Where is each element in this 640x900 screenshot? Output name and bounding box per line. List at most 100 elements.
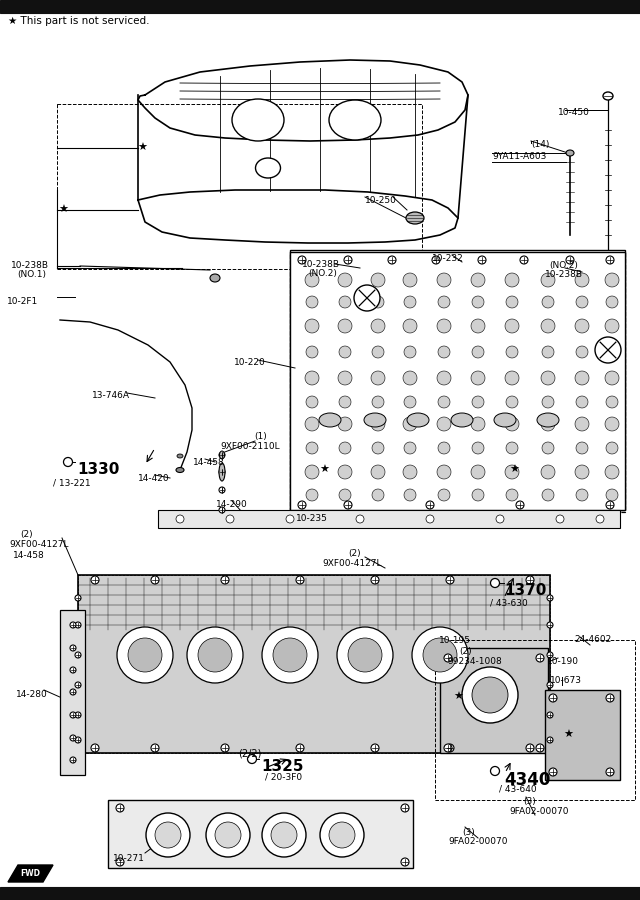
Text: (NO.1): (NO.1): [17, 270, 46, 279]
Circle shape: [320, 813, 364, 857]
Text: 9XF00-2110L: 9XF00-2110L: [220, 442, 280, 451]
Circle shape: [70, 757, 76, 763]
Circle shape: [151, 744, 159, 752]
Circle shape: [575, 417, 589, 431]
Circle shape: [329, 822, 355, 848]
Circle shape: [298, 501, 306, 509]
Ellipse shape: [220, 451, 225, 459]
Circle shape: [506, 346, 518, 358]
Circle shape: [541, 465, 555, 479]
Circle shape: [471, 371, 485, 385]
Circle shape: [70, 645, 76, 651]
Circle shape: [541, 319, 555, 333]
Ellipse shape: [177, 454, 183, 458]
Text: 10-235: 10-235: [296, 514, 328, 523]
Bar: [0, 0, 640, 13]
Circle shape: [478, 256, 486, 264]
Circle shape: [547, 712, 553, 718]
Circle shape: [70, 667, 76, 673]
Circle shape: [542, 489, 554, 501]
Circle shape: [446, 576, 454, 584]
Ellipse shape: [232, 99, 284, 141]
Circle shape: [371, 417, 385, 431]
Circle shape: [471, 319, 485, 333]
Circle shape: [298, 256, 306, 264]
Text: 10-220: 10-220: [234, 358, 266, 367]
Ellipse shape: [407, 413, 429, 427]
Circle shape: [262, 627, 318, 683]
Circle shape: [354, 285, 380, 311]
Circle shape: [472, 677, 508, 713]
Circle shape: [339, 346, 351, 358]
Text: / 43-630: / 43-630: [490, 598, 528, 607]
Circle shape: [505, 465, 519, 479]
Ellipse shape: [219, 463, 225, 481]
Text: / 20-3F0: / 20-3F0: [265, 772, 302, 781]
Circle shape: [541, 417, 555, 431]
Text: 9XF00-4127L: 9XF00-4127L: [9, 540, 68, 549]
Text: 10-238B: 10-238B: [545, 270, 583, 279]
Circle shape: [490, 767, 499, 776]
Text: 14-420: 14-420: [138, 474, 170, 483]
Circle shape: [372, 442, 384, 454]
Text: (1): (1): [254, 432, 267, 441]
Text: 10-2F1: 10-2F1: [7, 297, 38, 306]
Text: 10-190: 10-190: [547, 657, 579, 666]
Circle shape: [576, 296, 588, 308]
Circle shape: [490, 579, 499, 588]
Circle shape: [437, 371, 451, 385]
Circle shape: [606, 396, 618, 408]
Circle shape: [271, 822, 297, 848]
Circle shape: [438, 346, 450, 358]
Text: 13-746A: 13-746A: [92, 391, 130, 400]
Circle shape: [549, 768, 557, 776]
Circle shape: [605, 465, 619, 479]
Circle shape: [536, 654, 544, 662]
Circle shape: [388, 256, 396, 264]
Circle shape: [526, 744, 534, 752]
Text: (3): (3): [462, 828, 475, 837]
Circle shape: [403, 371, 417, 385]
Circle shape: [372, 296, 384, 308]
Circle shape: [438, 396, 450, 408]
Text: ★: ★: [453, 692, 463, 702]
Circle shape: [219, 452, 225, 458]
Circle shape: [286, 515, 294, 523]
Circle shape: [541, 371, 555, 385]
Circle shape: [606, 442, 618, 454]
Circle shape: [401, 858, 409, 866]
Text: (3): (3): [523, 797, 536, 806]
Circle shape: [403, 319, 417, 333]
Circle shape: [356, 515, 364, 523]
Circle shape: [339, 396, 351, 408]
Text: (14): (14): [531, 140, 549, 149]
Circle shape: [371, 319, 385, 333]
Circle shape: [542, 442, 554, 454]
Circle shape: [437, 417, 451, 431]
Text: / 43-640: / 43-640: [499, 784, 536, 793]
Circle shape: [306, 296, 318, 308]
Text: 14-458: 14-458: [193, 458, 225, 467]
Circle shape: [596, 515, 604, 523]
Circle shape: [605, 417, 619, 431]
Circle shape: [70, 622, 76, 628]
Circle shape: [576, 396, 588, 408]
Circle shape: [575, 319, 589, 333]
Circle shape: [404, 346, 416, 358]
Circle shape: [606, 489, 618, 501]
Ellipse shape: [406, 212, 424, 224]
Circle shape: [536, 744, 544, 752]
Circle shape: [221, 576, 229, 584]
Circle shape: [472, 396, 484, 408]
Ellipse shape: [364, 413, 386, 427]
Circle shape: [438, 442, 450, 454]
Circle shape: [547, 682, 553, 688]
Circle shape: [371, 273, 385, 287]
Circle shape: [505, 417, 519, 431]
Ellipse shape: [494, 413, 516, 427]
Bar: [290, 252, 625, 512]
Text: 1330: 1330: [77, 462, 120, 477]
Circle shape: [305, 273, 319, 287]
Circle shape: [505, 319, 519, 333]
Text: 10-673: 10-673: [550, 676, 582, 685]
